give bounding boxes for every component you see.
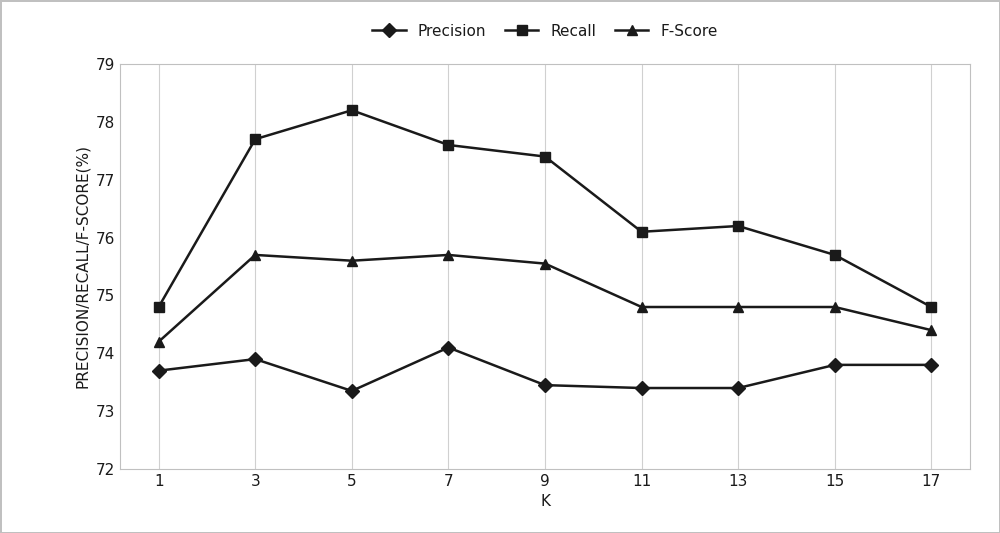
F-Score <box>346 257 358 264</box>
F-Score <box>829 304 841 310</box>
F-Score <box>732 304 744 310</box>
Line: Recall: Recall <box>154 106 936 312</box>
F-Score <box>249 252 261 258</box>
F-Score <box>153 338 165 345</box>
Precision <box>636 385 648 391</box>
Recall <box>829 252 841 258</box>
F-Score <box>925 327 937 333</box>
Precision <box>539 382 551 389</box>
Recall <box>925 304 937 310</box>
Line: Precision: Precision <box>154 343 936 396</box>
Recall <box>346 107 358 114</box>
F-Score <box>636 304 648 310</box>
F-Score <box>442 252 454 258</box>
Recall <box>153 304 165 310</box>
Precision <box>732 385 744 391</box>
Precision <box>442 344 454 351</box>
F-Score <box>539 261 551 267</box>
Legend: Precision, Recall, F-Score: Precision, Recall, F-Score <box>367 19 723 43</box>
Precision <box>249 356 261 362</box>
Precision <box>153 367 165 374</box>
Recall <box>539 154 551 160</box>
X-axis label: K: K <box>540 495 550 510</box>
Recall <box>442 142 454 148</box>
Recall <box>249 136 261 142</box>
Recall <box>636 229 648 235</box>
Precision <box>346 387 358 394</box>
Y-axis label: PRECISION/RECALL/F-SCORE(%): PRECISION/RECALL/F-SCORE(%) <box>75 144 90 389</box>
Precision <box>925 362 937 368</box>
Precision <box>829 362 841 368</box>
Recall <box>732 223 744 229</box>
Line: F-Score: F-Score <box>154 250 936 346</box>
